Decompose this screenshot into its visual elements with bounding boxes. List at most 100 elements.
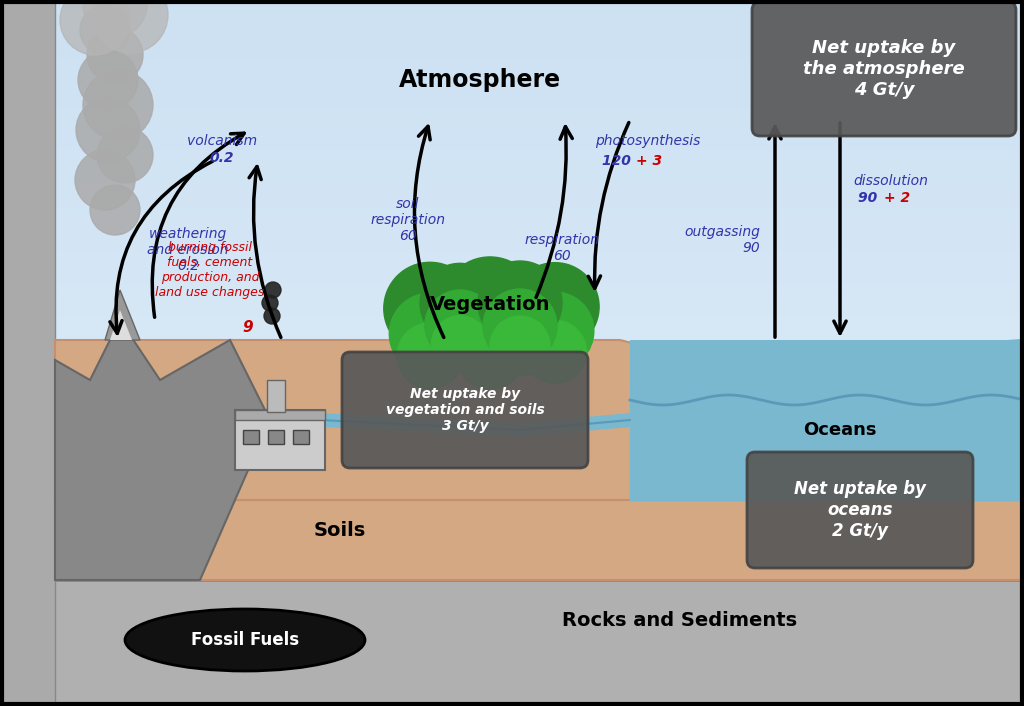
Bar (0, 17, 1024, 26)
Bar (0, 150, 1024, 160)
Bar (0, 50, 1024, 59)
Circle shape (92, 0, 168, 53)
Bar (0, 175, 1024, 184)
Bar (0, 100, 1024, 109)
Bar (0, 42, 1024, 51)
Circle shape (441, 257, 539, 354)
Bar (0, 400, 1024, 409)
Circle shape (87, 27, 143, 83)
Text: respiration
60: respiration 60 (524, 233, 599, 263)
Circle shape (262, 295, 278, 311)
Bar (0, 25, 1024, 35)
Text: Fossil Fuels: Fossil Fuels (190, 631, 299, 649)
Bar (423, 270, 436, 309)
Circle shape (516, 292, 594, 370)
Bar (234, 410, 325, 470)
Bar (0, 167, 1024, 176)
Bar (0, 92, 1024, 101)
Text: Rocks and Sediments: Rocks and Sediments (562, 611, 798, 630)
Circle shape (83, 70, 153, 140)
Circle shape (80, 5, 130, 55)
Text: soil
respiration
60: soil respiration 60 (371, 197, 445, 243)
Bar (455, 270, 466, 304)
Circle shape (384, 263, 476, 354)
Text: + 2: + 2 (884, 191, 910, 205)
Bar (0, 75, 1024, 84)
Bar (0, 375, 1024, 384)
Circle shape (483, 289, 557, 363)
Bar (0, 442, 1024, 451)
Bar (0, 475, 1024, 484)
Bar (0, 217, 1024, 226)
Bar (0, 108, 1024, 118)
Text: dissolution: dissolution (853, 174, 928, 188)
Bar (0, 366, 1024, 376)
Polygon shape (0, 0, 55, 706)
Bar (0, 408, 1024, 418)
Bar (0, 59, 1024, 68)
Bar (0, 433, 1024, 443)
Circle shape (60, 0, 130, 55)
Text: Oceans: Oceans (803, 421, 877, 439)
Circle shape (76, 98, 140, 162)
Text: weathering
and erosion
0.2: weathering and erosion 0.2 (147, 227, 228, 273)
Text: 120: 120 (602, 154, 636, 168)
Circle shape (425, 290, 496, 360)
Polygon shape (55, 500, 1024, 580)
Circle shape (431, 316, 488, 373)
Bar (293, 430, 309, 444)
Polygon shape (630, 340, 1024, 500)
Text: + 3: + 3 (636, 154, 663, 168)
Circle shape (490, 316, 550, 376)
Bar (0, 250, 1024, 259)
Text: photosynthesis: photosynthesis (595, 134, 700, 148)
Bar (0, 208, 1024, 217)
Circle shape (447, 289, 532, 374)
Bar (0, 241, 1024, 251)
Bar (0, 267, 1024, 276)
Circle shape (523, 321, 587, 383)
Bar (0, 292, 1024, 301)
Ellipse shape (125, 609, 365, 671)
Bar (0, 33, 1024, 42)
Bar (0, 225, 1024, 234)
Circle shape (420, 263, 500, 343)
Bar (0, 417, 1024, 426)
Bar (267, 380, 285, 412)
Bar (0, 317, 1024, 326)
Bar (0, 450, 1024, 460)
Polygon shape (234, 410, 325, 420)
Bar (0, 300, 1024, 309)
Bar (0, 342, 1024, 351)
Bar (0, 133, 1024, 143)
Text: 90: 90 (858, 191, 882, 205)
Bar (0, 142, 1024, 151)
Text: Vegetation: Vegetation (430, 296, 550, 314)
Text: Atmosphere: Atmosphere (399, 68, 561, 92)
Bar (483, 265, 497, 305)
Circle shape (478, 261, 562, 345)
Text: 0.2: 0.2 (210, 151, 234, 165)
Polygon shape (110, 310, 132, 340)
Bar (0, 184, 1024, 193)
Polygon shape (55, 320, 270, 580)
Bar (0, 191, 1024, 201)
Bar (268, 430, 284, 444)
Bar (0, 283, 1024, 293)
Text: 9: 9 (243, 320, 253, 335)
Text: Soils: Soils (314, 520, 367, 539)
Bar (0, 83, 1024, 92)
Circle shape (264, 308, 280, 324)
Polygon shape (0, 580, 1024, 706)
Circle shape (97, 127, 153, 183)
Bar (0, 325, 1024, 335)
Circle shape (397, 323, 463, 389)
Polygon shape (55, 340, 1024, 500)
Text: volcanism: volcanism (187, 134, 257, 148)
Bar (0, 116, 1024, 126)
Bar (514, 268, 526, 303)
Polygon shape (105, 290, 140, 340)
Circle shape (90, 185, 140, 235)
Bar (0, 275, 1024, 285)
FancyBboxPatch shape (752, 2, 1016, 136)
